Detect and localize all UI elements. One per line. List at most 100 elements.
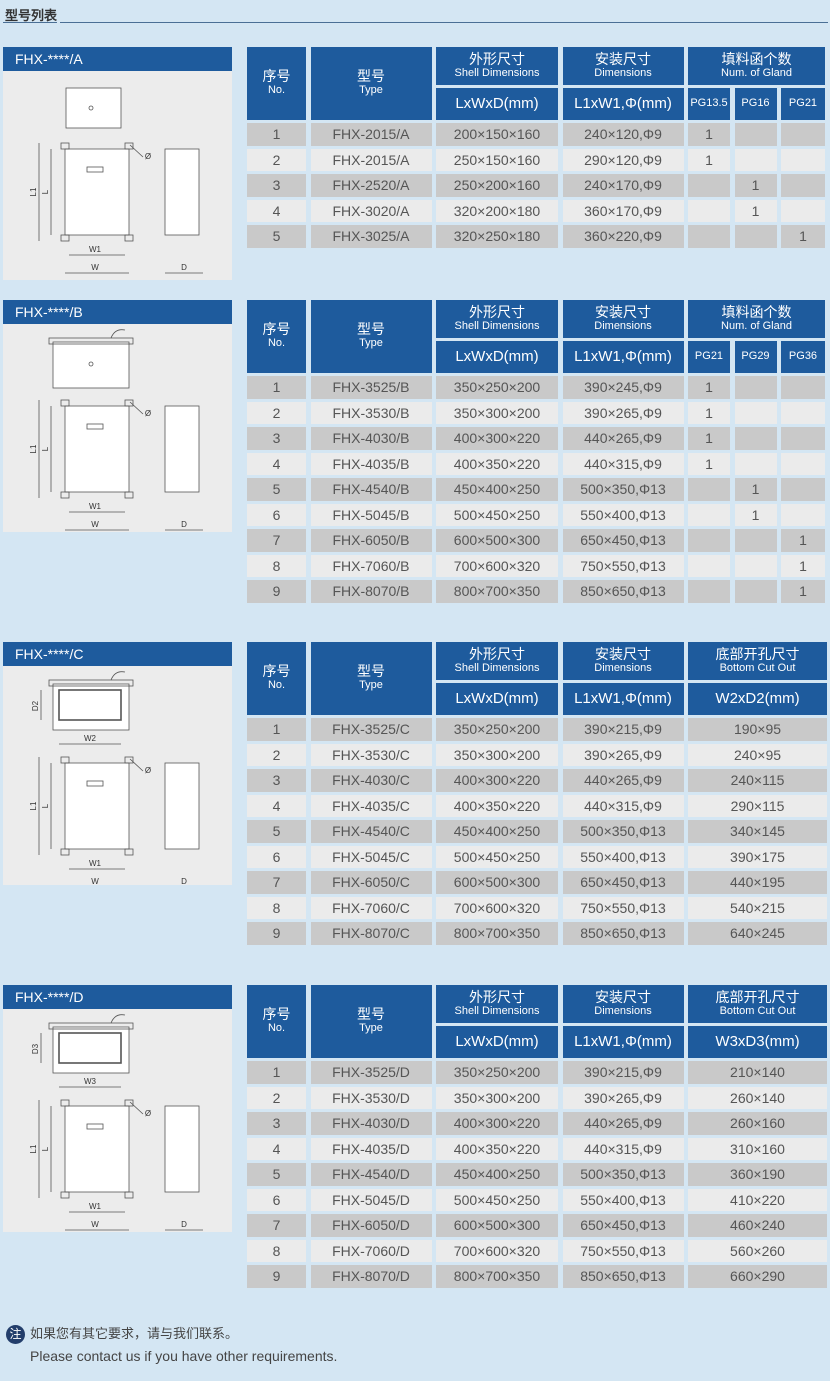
header-en: No. [267,337,286,350]
top-view-lid [48,679,134,687]
table-cell: 200×150×160 [436,123,558,146]
series-title: FHX-****/A [3,47,232,71]
subheader-pg21: PG21 [781,88,825,120]
table-cell: 350×250×200 [436,718,558,741]
dim-label-w1: W1 [89,502,102,511]
table-cell: FHX-4030/C [310,769,432,792]
table-cell: FHX-4540/C [310,820,432,843]
drawing-panel: FHX-****/B L1 L W1 W Ø D [3,300,232,532]
dim-label-d: D [181,263,187,272]
top-view-cutout [58,1032,122,1064]
dimension-drawing: W3 D3 L1 L W1 W Ø D [29,1014,203,1231]
table-cell: FHX-3530/C [310,743,432,766]
table-cell [781,478,825,501]
dim-label-l1: L1 [29,1144,38,1153]
table-cell: 8 [247,1239,306,1262]
mount-tab [124,142,134,150]
table-cell: 850×650,Φ13 [562,580,684,603]
table-cell: 700×600×320 [436,1239,558,1262]
dim-label-d: D [181,877,187,885]
table-cell: FHX-7060/D [310,1239,432,1262]
table-cell [781,376,825,399]
table-cell: 440×315,Φ9 [562,1137,684,1160]
hole-leader [129,144,144,158]
dim-label-w: W [91,1220,99,1229]
table-cell: 460×240 [688,1214,827,1237]
header-no: 序号 No. [247,47,306,120]
table-cell [734,401,777,424]
series-title: FHX-****/B [3,300,232,324]
table-cell: 3 [247,427,306,450]
table-cell: 400×300×220 [436,427,558,450]
table-cell: FHX-6050/C [310,871,432,894]
table-cell: 390×175 [688,845,827,868]
header-shell-dimensions: 外形尺寸 Shell Dimensions [436,985,558,1023]
table-cell: FHX-5045/C [310,845,432,868]
table-cell: FHX-2015/A [310,148,432,171]
header-en: Num. of Gland [721,66,792,79]
table-cell: 5 [247,1163,306,1186]
table-cell: FHX-2520/A [310,174,432,197]
table-cell: 390×215,Φ9 [562,718,684,741]
header-bottom-cutout: 底部开孔尺寸 Bottom Cut Out [688,985,827,1023]
subheader-lxwxd: LxWxD(mm) [436,88,558,120]
table-cell: 250×200×160 [436,174,558,197]
table-cell [781,401,825,424]
table-cell [781,427,825,450]
dim-label-l1: L1 [29,187,38,196]
header-cn: 序号 [262,1007,291,1024]
table-cell: 350×300×200 [436,401,558,424]
table-cell [781,123,825,146]
header-en: No. [267,84,286,97]
header-en: Shell Dimensions [454,661,540,674]
mount-tab [60,1099,70,1107]
header-cn: 外形尺寸 [469,989,525,1006]
table-cell: FHX-4030/B [310,427,432,450]
table-cell: 260×160 [688,1112,827,1135]
header-cn: 安装尺寸 [595,304,651,321]
table-cell: 1 [688,376,730,399]
table-cell: 9 [247,580,306,603]
table-cell [734,225,777,248]
mount-tab [60,491,70,499]
drawing-panel: FHX-****/D W3 D3 L1 L W1 W Ø D [3,985,232,1232]
table-cell [688,580,730,603]
table-cell: FHX-8070/B [310,580,432,603]
header-no: 序号 No. [247,642,306,715]
top-view-lid [48,1022,134,1030]
spec-table: 序号 No. 型号 Type 外形尺寸 Shell Dimensions 安装尺寸 Dimen… [247,985,827,1288]
table-cell: 320×250×180 [436,225,558,248]
table-cell: 7 [247,871,306,894]
header-cn: 型号 [357,1007,385,1024]
table-cell: FHX-7060/B [310,554,432,577]
table-cell: FHX-6050/D [310,1214,432,1237]
page-title: 型号列表 [5,9,58,24]
table-cell: 650×450,Φ13 [562,529,684,552]
header-en: Type [359,1022,383,1035]
table-cell: 700×600×320 [436,554,558,577]
mount-tab [124,848,134,856]
table-cell: 440×265,Φ9 [562,1112,684,1135]
dim-label-l1: L1 [29,801,38,810]
header-gland-count: 填料函个数 Num. of Gland [688,300,825,338]
side-view-box [164,148,200,236]
table-cell [734,148,777,171]
table-cell: 350×300×200 [436,1086,558,1109]
table-cell: 440×265,Φ9 [562,427,684,450]
table-cell: FHX-4540/B [310,478,432,501]
dim-label-l: L [41,446,50,451]
header-cn: 填料函个数 [721,304,792,321]
table-cell: 750×550,Φ13 [562,554,684,577]
table-cell: FHX-3025/A [310,225,432,248]
table-cell: 550×400,Φ13 [562,1188,684,1211]
front-view-box [64,762,130,850]
header-en: Shell Dimensions [454,66,540,79]
mount-tab [124,1099,134,1107]
mount-tab [60,1191,70,1199]
header-no: 序号 No. [247,985,306,1058]
top-view-handle [110,671,126,681]
header-type: 型号 Type [310,47,432,120]
top-view-gland [88,105,94,111]
table-cell: 1 [688,452,730,475]
note-badge-icon: 注 [6,1325,25,1344]
